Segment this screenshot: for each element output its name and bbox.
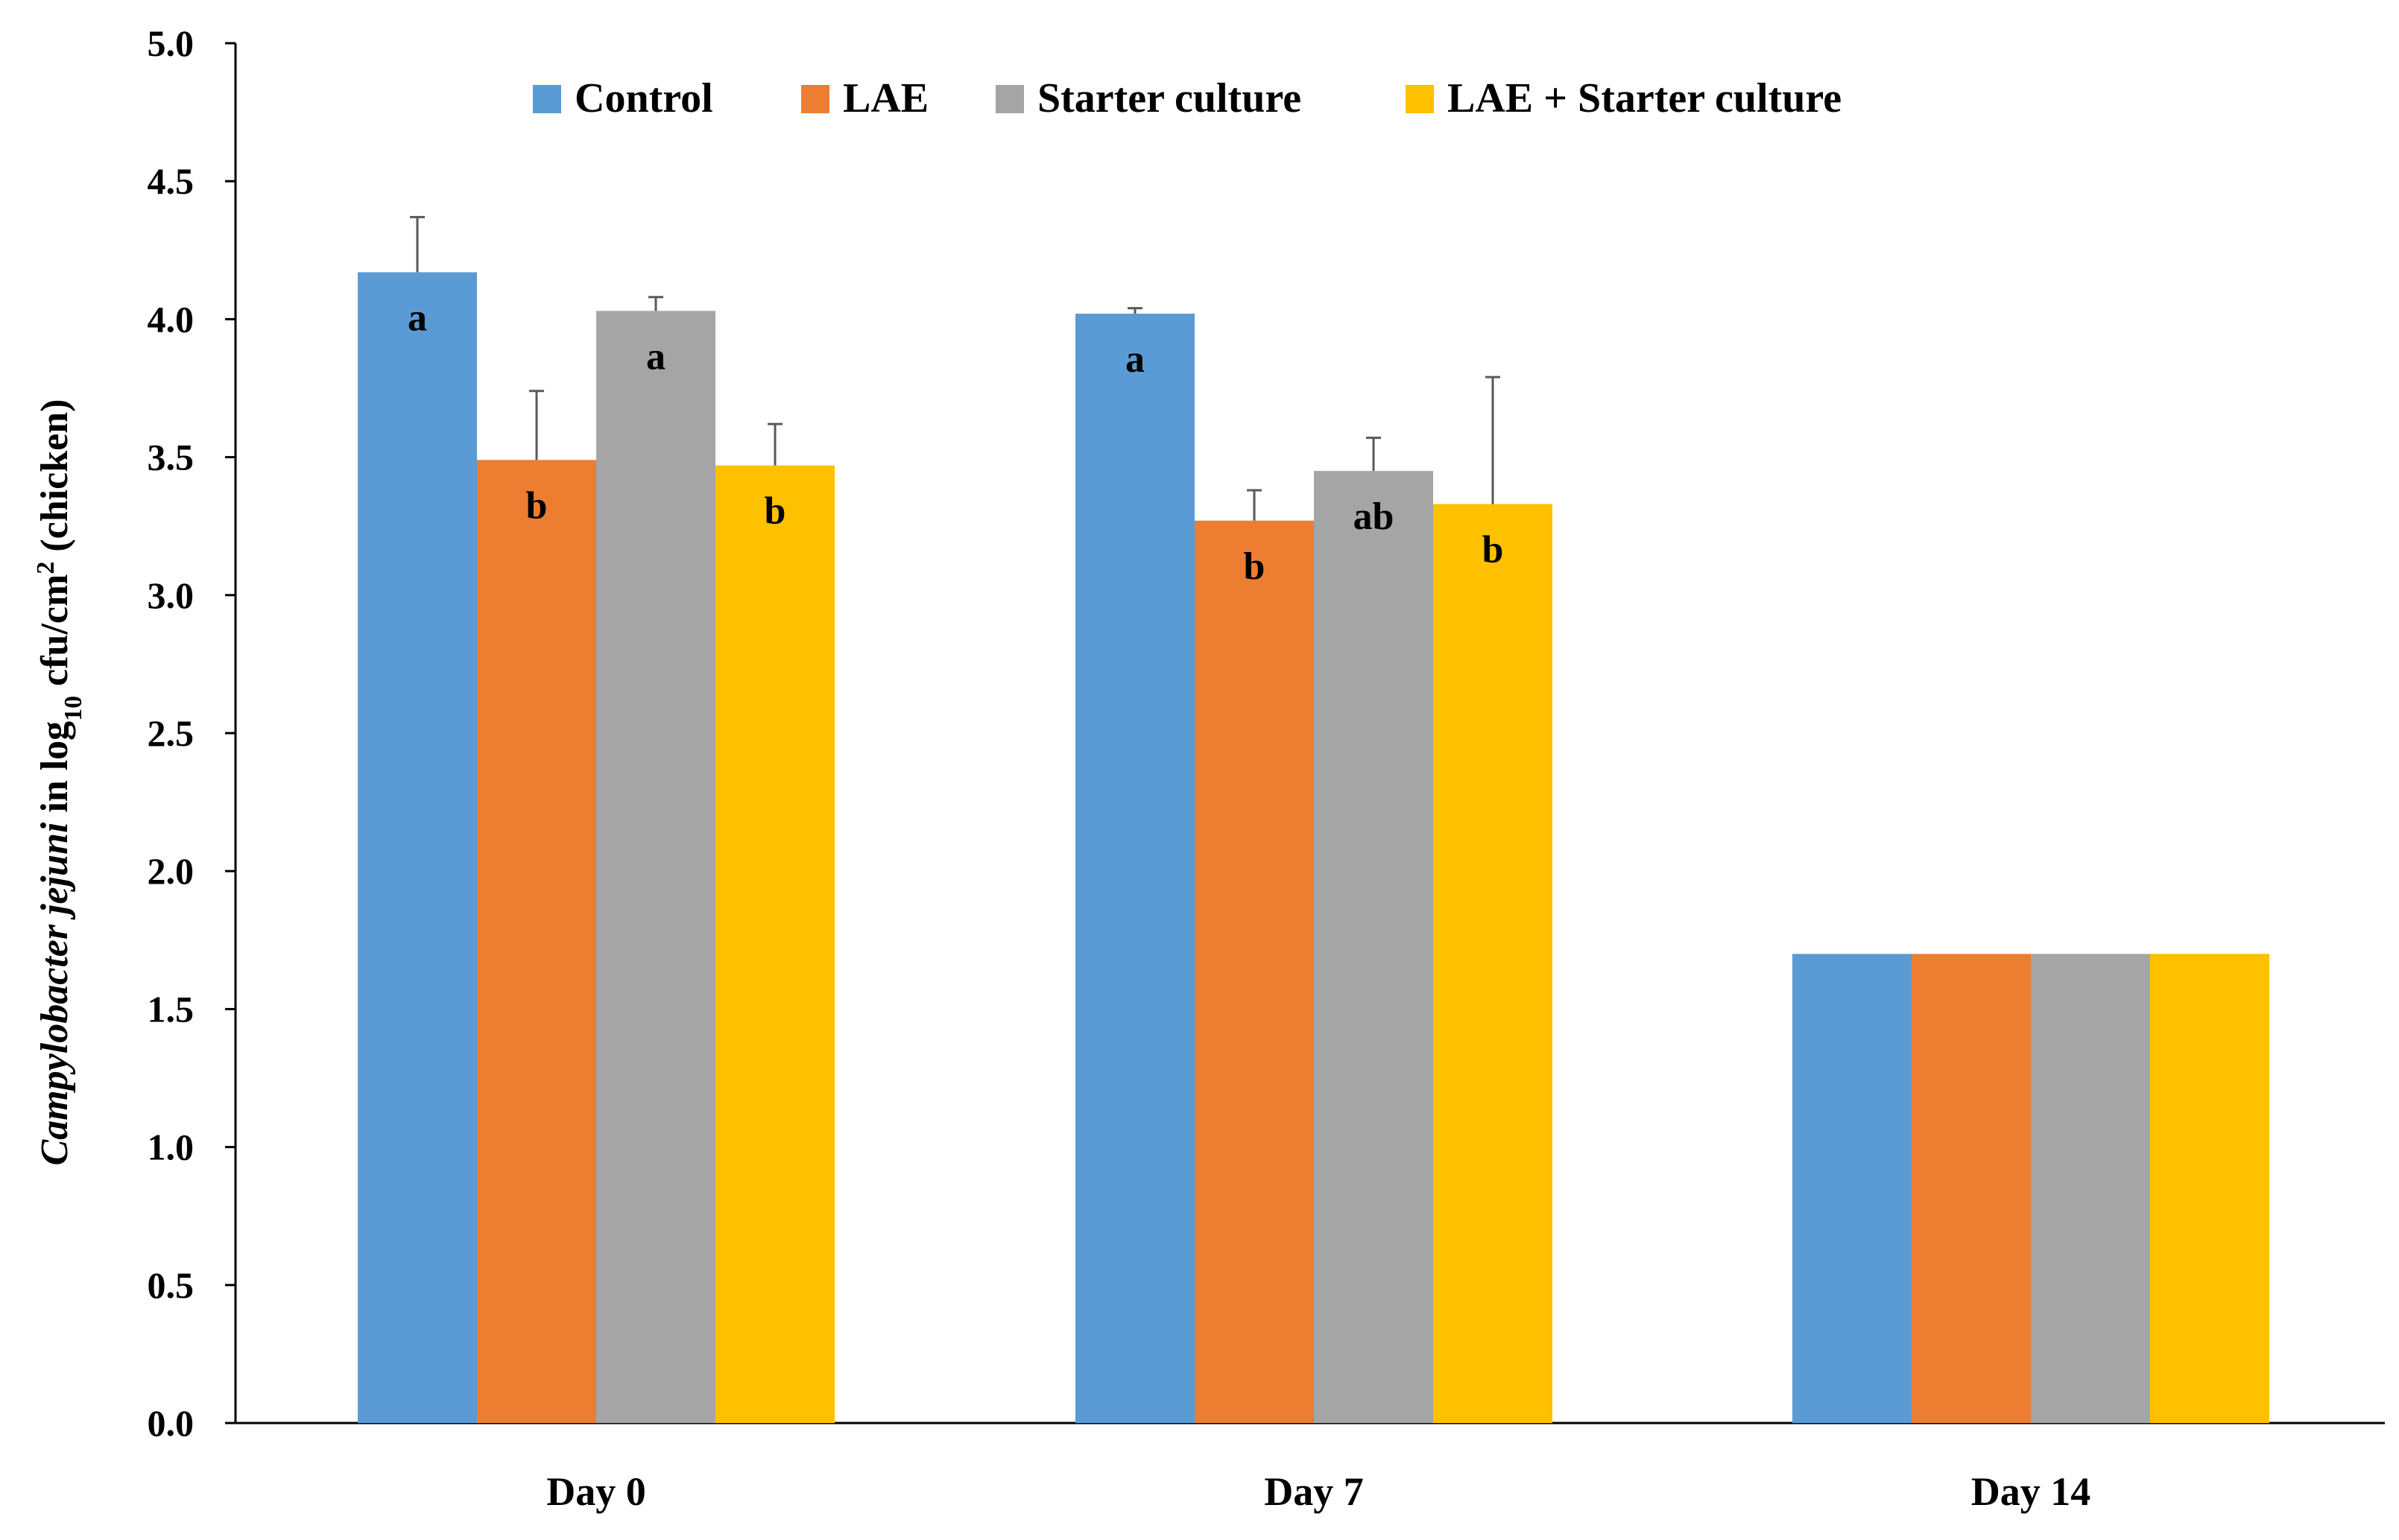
y-tick-label: 2.0 — [148, 850, 195, 892]
bar — [1314, 471, 1433, 1423]
bar — [1195, 520, 1314, 1423]
bar — [715, 465, 835, 1424]
significance-letter: b — [1482, 529, 1504, 571]
y-tick-label: 0.5 — [148, 1264, 195, 1306]
bar — [477, 460, 596, 1424]
significance-letter: a — [646, 335, 666, 378]
y-tick-label: 4.5 — [148, 160, 195, 202]
y-axis-label-superscript: 2 — [32, 562, 60, 574]
legend-label: LAE — [843, 75, 929, 121]
significance-letter: b — [526, 484, 548, 527]
y-axis-label-part2: cfu/cm — [34, 574, 76, 696]
error-bars — [410, 215, 1500, 521]
bar — [1075, 313, 1195, 1424]
bar — [2150, 954, 2269, 1423]
legend-label: LAE + Starter culture — [1447, 75, 1842, 121]
y-tick-label: 3.5 — [148, 437, 195, 478]
bar — [1792, 954, 1912, 1423]
legend: Control LAE Starter culture LAE + Starter c… — [533, 75, 1842, 121]
y-tick-label: 1.0 — [148, 1127, 195, 1168]
y-tick-label: 4.0 — [148, 298, 195, 340]
bar — [2031, 954, 2150, 1423]
bars — [358, 272, 2269, 1424]
y-axis-label-part1: in log — [34, 721, 76, 823]
y-tick-label: 5.0 — [148, 22, 195, 64]
y-tick-label: 2.5 — [148, 712, 195, 754]
legend-swatch — [1406, 85, 1434, 113]
x-category-label: Day 0 — [546, 1469, 646, 1514]
y-axis-label: Campylobacter jejuni in log10 cfu/cm2 (c… — [32, 399, 87, 1166]
bar — [358, 272, 477, 1423]
significance-letter: ab — [1353, 495, 1394, 538]
legend-label: Control — [575, 75, 713, 121]
legend-swatch — [996, 85, 1024, 113]
y-axis-label-subscript: 10 — [60, 696, 87, 721]
significance-letter: a — [1125, 338, 1145, 381]
bar — [596, 311, 715, 1424]
legend-swatch — [801, 85, 829, 113]
x-category-labels: Day 0 Day 7 Day 14 — [546, 1469, 2090, 1514]
x-category-label: Day 7 — [1264, 1469, 1364, 1514]
significance-letter: a — [408, 297, 427, 339]
y-tick-labels: 0.0 0.5 1.0 1.5 2.0 2.5 3.0 3.5 4.0 4.5 5.0 — [148, 22, 236, 1444]
x-category-label: Day 14 — [1971, 1469, 2091, 1514]
bar — [1912, 954, 2031, 1423]
y-tick-label: 1.5 — [148, 988, 195, 1030]
significance-letter: b — [765, 490, 786, 533]
bar — [1433, 504, 1552, 1423]
y-axis-label-part3: (chicken) — [34, 399, 76, 562]
y-axis-label-organism: Campylobacter jejuni — [34, 822, 76, 1165]
legend-swatch — [533, 85, 561, 113]
y-tick-label: 0.0 — [148, 1402, 195, 1444]
legend-label: Starter culture — [1037, 75, 1301, 121]
significance-letter: b — [1244, 545, 1265, 588]
y-tick-label: 3.0 — [148, 574, 195, 616]
